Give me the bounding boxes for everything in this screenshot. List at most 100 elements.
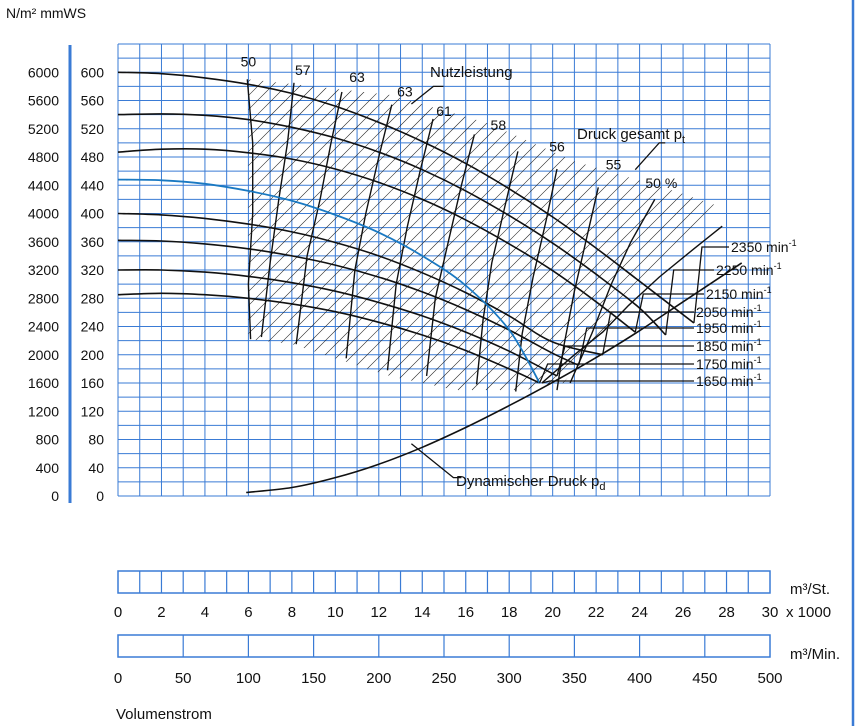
- hatch-line: [248, 79, 369, 391]
- rpm-label-superscript: -1: [774, 261, 782, 271]
- x-axis-factor-label: x 1000: [786, 604, 831, 621]
- y-tick-label-mmws: 240: [81, 319, 105, 335]
- x-tick-label-m3h: 8: [288, 604, 296, 621]
- series-line: [117, 239, 580, 367]
- chart-grid: [117, 43, 771, 497]
- y-tick-label-mmws: 40: [88, 460, 104, 476]
- rpm-label: 1750 min-1: [696, 355, 762, 372]
- x-tick-label-m3min: 50: [175, 670, 192, 687]
- y-tick-label-pa: 6000: [28, 64, 59, 80]
- rpm-leader-line: [665, 269, 714, 336]
- series-line: [117, 113, 667, 336]
- y-tick-label-mmws: 0: [96, 488, 104, 504]
- hatch-line: [485, 79, 721, 391]
- rpm-label: 1950 min-1: [696, 319, 762, 336]
- hatch-line: [248, 79, 439, 391]
- rpm-leader-line: [556, 345, 694, 377]
- efficiency-iso-line: [425, 134, 476, 376]
- rpm-leader-line: [602, 311, 694, 355]
- rpm-label: 2250 min-1: [716, 261, 782, 278]
- efficiency-label: 63: [349, 69, 365, 85]
- x-tick-label-m3h: 4: [201, 604, 209, 621]
- hatch-line: [527, 79, 721, 391]
- efficiency-label: 56: [549, 138, 565, 154]
- x-tick-label-m3min: 0: [114, 670, 122, 687]
- x-tick-label-m3h: 18: [501, 604, 518, 621]
- hatch-line: [499, 79, 721, 391]
- x-tick-label-m3min: 300: [497, 670, 522, 687]
- hatch-line: [0, 60, 88, 390]
- x-tick-label-m3min: 150: [301, 670, 326, 687]
- hatch-line: [0, 60, 102, 390]
- series-line: [117, 71, 695, 324]
- x-tick-label-m3h: 12: [370, 604, 387, 621]
- rpm-label-superscript: -1: [754, 337, 762, 347]
- series-line: [117, 212, 603, 356]
- hatch-line: [248, 79, 481, 391]
- y-tick-label-pa: 2400: [28, 319, 59, 335]
- series-line-druck-gesamt: [117, 178, 541, 384]
- druck-gesamt-leader: [634, 142, 666, 171]
- x-tick-label-m3min: 350: [562, 670, 587, 687]
- efficiency-label: 57: [295, 62, 311, 78]
- x-tick-label-m3min: 450: [692, 670, 717, 687]
- hatch-line: [0, 60, 60, 390]
- efficiency-label: 55: [606, 157, 622, 173]
- series-line-dynamischer-druck: [246, 262, 743, 494]
- hatch-line: [248, 79, 341, 391]
- efficiency-iso-line: [475, 151, 519, 385]
- rpm-label-superscript: -1: [754, 372, 762, 382]
- hatch-line: [248, 79, 495, 391]
- y-tick-label-pa: 0: [51, 488, 59, 504]
- label-layer: 0400800120016002000240028003200360040004…: [6, 5, 840, 723]
- series-line: [117, 292, 540, 384]
- efficiency-label: 58: [491, 117, 507, 133]
- axes-layer: [68, 0, 855, 726]
- efficiency-label: 50 %: [645, 175, 677, 191]
- rpm-label-superscript: -1: [754, 355, 762, 365]
- hatch-line: [248, 79, 313, 391]
- y-tick-label-pa: 1200: [28, 403, 59, 419]
- hatch-line: [248, 79, 327, 391]
- druck-gesamt-label: Druck gesamt pt: [577, 126, 685, 146]
- rpm-leader-line: [634, 293, 704, 333]
- hatch-line: [822, 60, 867, 390]
- x-tick-label-m3min: 250: [431, 670, 456, 687]
- hatch-line: [248, 79, 453, 391]
- x-axis-title: Volumenstrom: [116, 706, 212, 723]
- y-tick-label-pa: 1600: [28, 375, 59, 391]
- druck-gesamt-subscript: t: [682, 134, 685, 146]
- hatch-line: [471, 79, 721, 391]
- dynamischer-druck-leader: [410, 443, 462, 479]
- curve-layer: [117, 71, 743, 494]
- series-line: [117, 269, 558, 377]
- hatch-line: [248, 79, 383, 391]
- series-line: [117, 148, 636, 333]
- efficiency-iso-line: [569, 199, 656, 384]
- nutzleistung-leader: [410, 85, 444, 105]
- efficiency-label: 50: [241, 54, 257, 70]
- y-tick-label-pa: 3600: [28, 234, 59, 250]
- x-tick-label-m3h: 10: [327, 604, 344, 621]
- x-tick-label-m3h: 2: [157, 604, 165, 621]
- y-tick-label-mmws: 120: [81, 403, 105, 419]
- dynamischer-druck-subscript: d: [599, 481, 605, 493]
- rpm-label-superscript: -1: [754, 319, 762, 329]
- x-tick-label-m3h: 26: [675, 604, 692, 621]
- x-tick-label-m3min: 200: [366, 670, 391, 687]
- y-tick-label-pa: 400: [36, 460, 60, 476]
- hatch-line: [248, 79, 397, 391]
- hatch-line: [248, 79, 355, 391]
- x-axis-units-m3h: m³/St.: [790, 581, 830, 598]
- x-tick-label-m3h: 20: [544, 604, 561, 621]
- rpm-label-superscript: -1: [764, 285, 772, 295]
- y-tick-label-mmws: 520: [81, 121, 105, 137]
- hatch-line: [794, 60, 867, 390]
- hatch-line: [0, 60, 130, 390]
- nutzleistung-label: Nutzleistung: [430, 64, 513, 81]
- x-tick-label-m3h: 30: [762, 604, 779, 621]
- y-tick-label-pa: 4000: [28, 206, 59, 222]
- efficiency-label: 61: [436, 103, 452, 119]
- hatch-line: [0, 60, 74, 390]
